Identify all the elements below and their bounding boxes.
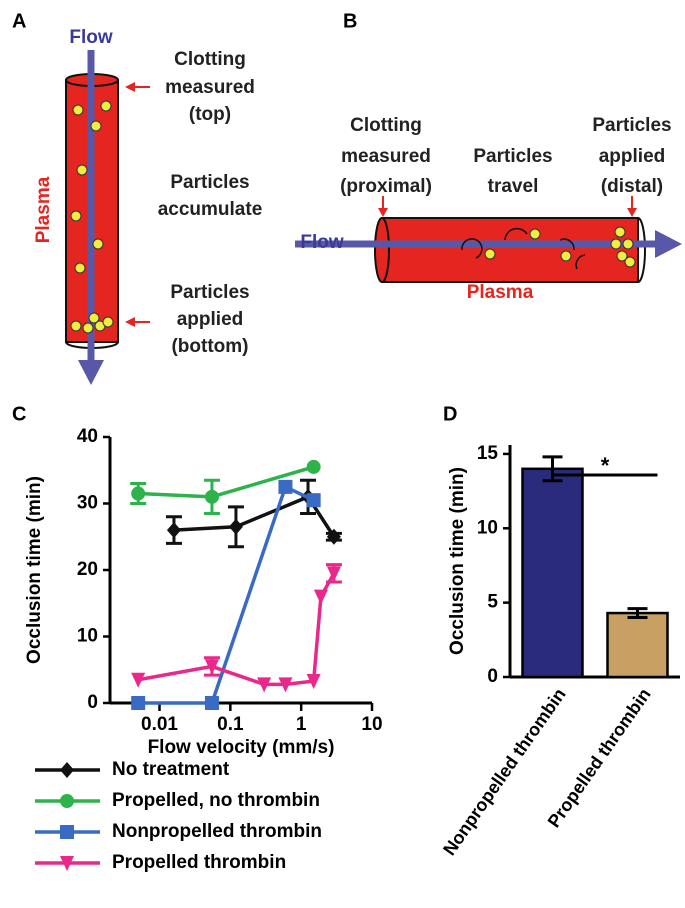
label: Clotting bbox=[350, 115, 422, 136]
marker bbox=[204, 659, 219, 675]
y-tick-label: 10 bbox=[77, 626, 98, 647]
label: Clotting bbox=[174, 49, 246, 70]
flow-label: Flow bbox=[300, 232, 343, 253]
legend-label: No treatment bbox=[112, 759, 230, 780]
label: (proximal) bbox=[340, 176, 432, 197]
legend-label: Nonpropelled thrombin bbox=[112, 821, 322, 842]
y-axis-label: Occlusion time (min) bbox=[447, 467, 468, 655]
bar bbox=[521, 467, 584, 679]
marker bbox=[326, 528, 341, 545]
y-tick-label: 15 bbox=[477, 443, 499, 464]
label: travel bbox=[488, 176, 539, 197]
series-line bbox=[173, 494, 336, 538]
marker bbox=[306, 459, 321, 474]
panel-letter: A bbox=[12, 10, 26, 32]
label: accumulate bbox=[158, 199, 263, 220]
label: applied bbox=[599, 146, 666, 167]
y-tick-label: 40 bbox=[77, 426, 98, 447]
marker bbox=[131, 696, 146, 710]
label: applied bbox=[177, 309, 244, 330]
marker bbox=[60, 794, 74, 808]
significance-label: * bbox=[601, 453, 610, 478]
x-tick-label: 0.01 bbox=[141, 714, 178, 735]
label: Particles bbox=[170, 172, 249, 193]
flow-label: Flow bbox=[69, 27, 112, 48]
y-tick-label: 0 bbox=[487, 666, 498, 687]
label: Particles bbox=[473, 146, 552, 167]
y-tick-label: 20 bbox=[77, 559, 98, 580]
y-tick-label: 30 bbox=[77, 493, 98, 514]
x-tick-label: 10 bbox=[361, 714, 382, 735]
plasma-label: Plasma bbox=[467, 282, 534, 303]
x-tick-label: Nonpropelled thrombin bbox=[439, 685, 570, 859]
label: (top) bbox=[189, 104, 231, 125]
marker bbox=[60, 762, 74, 778]
y-axis-label: Occlusion time (min) bbox=[24, 476, 45, 664]
marker bbox=[60, 856, 74, 871]
y-tick-label: 10 bbox=[477, 517, 498, 538]
marker bbox=[313, 589, 328, 605]
marker bbox=[131, 672, 146, 688]
marker bbox=[278, 677, 293, 693]
y-tick-label: 5 bbox=[487, 592, 498, 613]
marker bbox=[278, 479, 293, 494]
x-axis-label: Flow velocity (mm/s) bbox=[148, 737, 335, 758]
marker bbox=[166, 522, 181, 539]
panel-letter: C bbox=[12, 403, 26, 425]
marker bbox=[326, 566, 341, 582]
label: measured bbox=[165, 77, 255, 98]
error-bar bbox=[542, 455, 563, 483]
x-tick-label: 0.1 bbox=[217, 714, 244, 735]
series-line bbox=[138, 484, 315, 705]
error-bar bbox=[627, 607, 648, 620]
label: Particles bbox=[592, 115, 671, 136]
panel-letter: B bbox=[343, 10, 357, 32]
legend-label: Propelled thrombin bbox=[112, 852, 286, 873]
diagram-a: Flow Plasma Clotting measured (top) Part… bbox=[33, 27, 262, 385]
marker bbox=[306, 674, 321, 690]
marker bbox=[228, 518, 243, 535]
y-tick-label: 0 bbox=[87, 692, 98, 713]
marker bbox=[204, 489, 219, 504]
label: Particles bbox=[170, 282, 249, 303]
marker bbox=[131, 486, 146, 501]
label: (bottom) bbox=[171, 336, 248, 357]
bar bbox=[606, 611, 669, 679]
marker bbox=[204, 696, 219, 710]
panel-letter: D bbox=[443, 403, 457, 425]
diagram-b: Flow Plasma Clotting measured (proximal)… bbox=[295, 115, 682, 303]
legend-label: Propelled, no thrombin bbox=[112, 790, 320, 811]
marker bbox=[60, 825, 74, 839]
label: (distal) bbox=[601, 176, 663, 197]
plasma-label: Plasma bbox=[33, 176, 54, 243]
x-tick-label: 1 bbox=[296, 714, 307, 735]
marker bbox=[257, 677, 272, 693]
marker bbox=[306, 493, 321, 508]
label: measured bbox=[341, 146, 431, 167]
